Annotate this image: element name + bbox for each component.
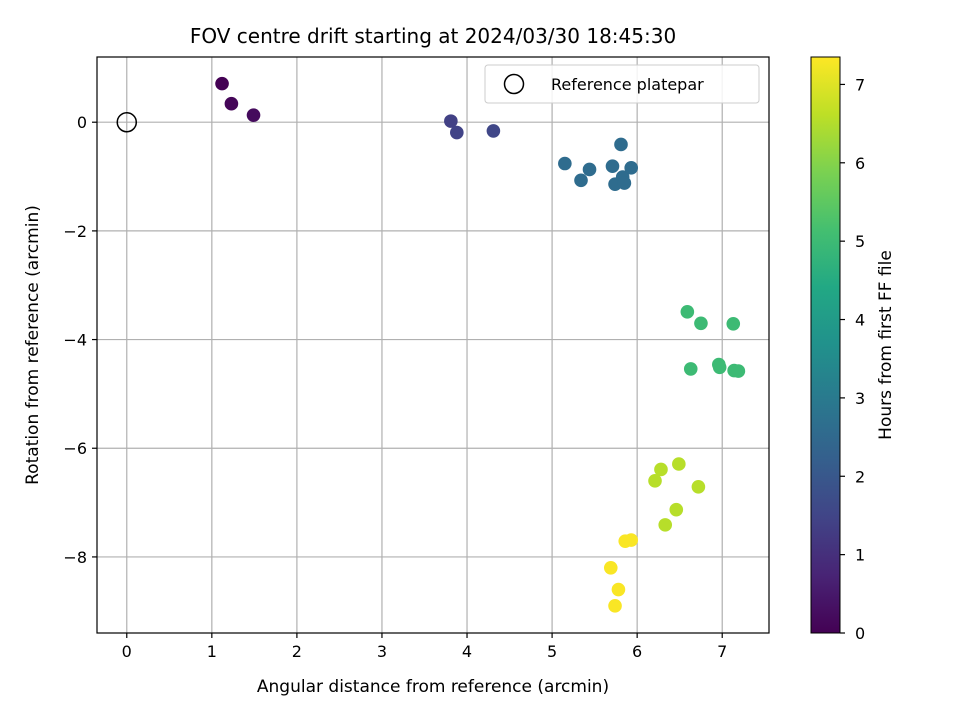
colorbar-label: Hours from first FF file	[876, 250, 896, 440]
data-point	[680, 305, 695, 319]
colorbar-tick-label: 2	[855, 467, 865, 486]
chart-title: FOV centre drift starting at 2024/03/30 …	[190, 24, 676, 48]
x-tick-label: 2	[292, 642, 302, 661]
data-point	[731, 364, 746, 378]
colorbar-tick-label: 3	[855, 389, 865, 408]
data-point	[608, 599, 622, 613]
colorbar-bar	[810, 56, 841, 634]
data-point	[691, 480, 706, 494]
y-tick-label: −4	[63, 331, 87, 350]
data-point	[450, 125, 464, 140]
y-tick-label: −2	[63, 222, 87, 241]
colorbar-tick-label: 7	[855, 75, 865, 94]
data-point	[694, 316, 708, 331]
x-tick-label: 0	[122, 642, 132, 661]
data-point	[617, 176, 632, 190]
plot-frame	[96, 56, 770, 634]
data-point	[614, 137, 628, 152]
colorbar-tick-label: 4	[855, 311, 865, 330]
legend-marker-reference	[503, 73, 525, 95]
x-axis-label: Angular distance from reference (arcmin)	[257, 677, 609, 697]
data-point	[624, 533, 638, 547]
data-point	[558, 156, 572, 171]
data-point	[582, 162, 597, 177]
x-tick-label: 1	[207, 642, 217, 661]
data-point	[611, 582, 626, 597]
legend-box	[484, 64, 760, 104]
data-point	[726, 317, 741, 331]
reference-platepar-marker	[116, 111, 138, 133]
data-point	[574, 173, 588, 188]
colorbar-tick-label: 6	[855, 154, 865, 173]
colorbar-ticks: 0 1 2 3 4 5 6 7	[840, 75, 865, 643]
data-point	[603, 560, 618, 575]
x-tick-label: 6	[632, 642, 642, 661]
x-tick-label: 3	[377, 642, 387, 661]
data-point	[648, 474, 662, 488]
y-tick-label: −8	[63, 548, 87, 567]
grid-lines	[97, 57, 769, 633]
data-point	[605, 159, 620, 174]
data-points	[116, 76, 746, 613]
data-point	[712, 360, 727, 375]
data-point	[683, 362, 698, 376]
axis-ticks: 0 1 2 3 4 5 6 7 0 −2 −4 −6 −8	[63, 113, 727, 661]
y-axis-label: Rotation from reference (arcmin)	[23, 205, 43, 485]
colorbar-tick-label: 0	[855, 624, 865, 643]
colorbar-tick-label: 1	[855, 546, 865, 565]
data-point	[654, 462, 668, 477]
data-point	[224, 96, 239, 111]
colorbar-tick-label: 5	[855, 232, 865, 251]
y-tick-label: −6	[63, 439, 87, 458]
data-point	[624, 161, 638, 175]
x-tick-label: 7	[717, 642, 727, 661]
data-point	[246, 108, 261, 122]
legend-label-reference: Reference platepar	[551, 75, 704, 94]
data-point	[444, 114, 458, 128]
data-point	[486, 124, 501, 138]
data-point	[215, 76, 229, 91]
colorbar: 0 1 2 3 4 5 6 7 Hours from first FF file	[810, 56, 896, 643]
legend: Reference platepar	[484, 64, 760, 104]
x-tick-label: 4	[462, 642, 472, 661]
data-point	[672, 457, 686, 471]
data-point	[669, 502, 684, 517]
x-tick-label: 5	[547, 642, 557, 661]
y-tick-label: 0	[77, 113, 87, 132]
data-point	[658, 518, 673, 532]
